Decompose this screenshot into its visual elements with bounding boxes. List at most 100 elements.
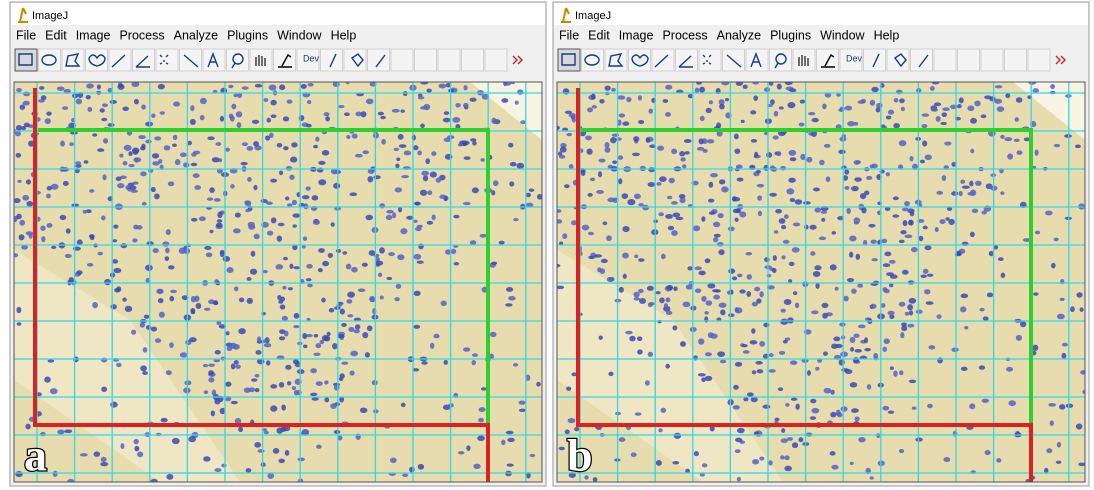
cell-nucleus [267, 118, 271, 123]
tool-button[interactable] [699, 49, 721, 71]
cell-nucleus [212, 157, 220, 162]
menu-item[interactable]: Image [76, 28, 111, 42]
cell-nucleus [840, 352, 848, 357]
cell-nucleus [1075, 145, 1081, 149]
tool-button[interactable] [391, 49, 413, 71]
menu-item[interactable]: Analyze [717, 28, 762, 42]
cell-nucleus [142, 202, 147, 206]
tool-button[interactable] [438, 49, 460, 71]
cell-nucleus [122, 297, 126, 301]
cell-nucleus [386, 210, 393, 214]
cell-nucleus [605, 86, 611, 91]
menu-item[interactable]: Process [119, 28, 164, 42]
cell-nucleus [193, 173, 200, 178]
cell-nucleus [648, 182, 656, 187]
tool-button[interactable] [15, 49, 37, 71]
cell-nucleus [152, 153, 159, 159]
cell-nucleus [631, 452, 637, 457]
cell-nucleus [63, 181, 69, 186]
tool-button[interactable] [156, 49, 178, 71]
cell-nucleus [735, 438, 742, 443]
tool-button[interactable] [911, 49, 933, 71]
cell-nucleus [960, 306, 966, 312]
tool-button[interactable] [746, 49, 768, 71]
cell-nucleus [168, 265, 175, 269]
tool-button[interactable] [321, 49, 343, 71]
tool-button[interactable] [227, 49, 249, 71]
tool-label[interactable]: Dev [846, 53, 863, 63]
cell-nucleus [255, 84, 263, 88]
cell-nucleus [588, 232, 594, 235]
cell-nucleus [509, 181, 514, 186]
cell-nucleus [227, 346, 233, 351]
cell-nucleus [168, 181, 174, 186]
cell-nucleus [682, 164, 686, 168]
cell-nucleus [888, 410, 894, 413]
cell-nucleus [238, 426, 243, 432]
menu-item[interactable]: Process [662, 28, 707, 42]
cell-nucleus [464, 156, 471, 160]
cell-nucleus [16, 214, 22, 219]
cell-nucleus [774, 111, 779, 117]
tool-button[interactable] [1028, 49, 1050, 71]
menu-item[interactable]: File [559, 28, 579, 42]
tool-button[interactable] [958, 49, 980, 71]
cell-nucleus [858, 437, 865, 442]
cell-nucleus [303, 236, 307, 241]
cell-nucleus [16, 307, 21, 313]
cell-nucleus [324, 380, 329, 384]
menu-item[interactable]: File [16, 28, 36, 42]
tool-button[interactable] [415, 49, 437, 71]
cell-nucleus [728, 313, 735, 317]
tool-button[interactable] [558, 49, 580, 71]
menu-item[interactable]: Plugins [227, 28, 268, 42]
cell-nucleus [961, 367, 968, 371]
cell-nucleus [815, 367, 819, 371]
tool-button[interactable] [934, 49, 956, 71]
cell-nucleus [638, 258, 644, 262]
cell-nucleus [473, 464, 480, 469]
tool-button[interactable] [981, 49, 1003, 71]
cell-nucleus [806, 157, 812, 163]
tool-button[interactable] [462, 49, 484, 71]
cell-nucleus [145, 265, 153, 271]
tool-button[interactable] [203, 49, 225, 71]
cell-nucleus [302, 333, 307, 339]
cell-nucleus [633, 136, 639, 142]
menu-item[interactable]: Help [331, 28, 357, 42]
tool-button[interactable] [485, 49, 507, 71]
cell-nucleus [564, 184, 570, 188]
cell-nucleus [241, 162, 248, 165]
menu-item[interactable]: Image [619, 28, 654, 42]
menu-item[interactable]: Window [277, 28, 322, 42]
cell-nucleus [529, 454, 535, 457]
tool-button[interactable] [605, 49, 627, 71]
cell-nucleus [581, 170, 586, 176]
tool-button[interactable] [250, 49, 272, 71]
cell-nucleus [735, 449, 741, 453]
cell-nucleus [130, 185, 137, 190]
menu-item[interactable]: Help [874, 28, 900, 42]
cell-nucleus [322, 150, 330, 156]
tool-button[interactable] [368, 49, 390, 71]
tool-button[interactable] [793, 49, 815, 71]
menu-item[interactable]: Window [820, 28, 865, 42]
cell-nucleus [821, 218, 825, 222]
cell-nucleus [775, 209, 782, 214]
menu-item[interactable]: Edit [588, 28, 610, 42]
tool-button[interactable] [770, 49, 792, 71]
menu-item[interactable]: Edit [45, 28, 67, 42]
cell-nucleus [693, 355, 698, 360]
cell-nucleus [332, 343, 337, 349]
tool-label[interactable]: Dev [303, 53, 320, 63]
tool-button[interactable] [864, 49, 886, 71]
cell-nucleus [39, 86, 44, 90]
cell-nucleus [871, 258, 877, 261]
menu-item[interactable]: Plugins [770, 28, 811, 42]
tool-button[interactable] [62, 49, 84, 71]
cell-nucleus [899, 449, 904, 453]
cell-nucleus [704, 311, 709, 315]
menu-item[interactable]: Analyze [174, 28, 219, 42]
tool-button[interactable] [1005, 49, 1027, 71]
cell-nucleus [83, 210, 87, 214]
